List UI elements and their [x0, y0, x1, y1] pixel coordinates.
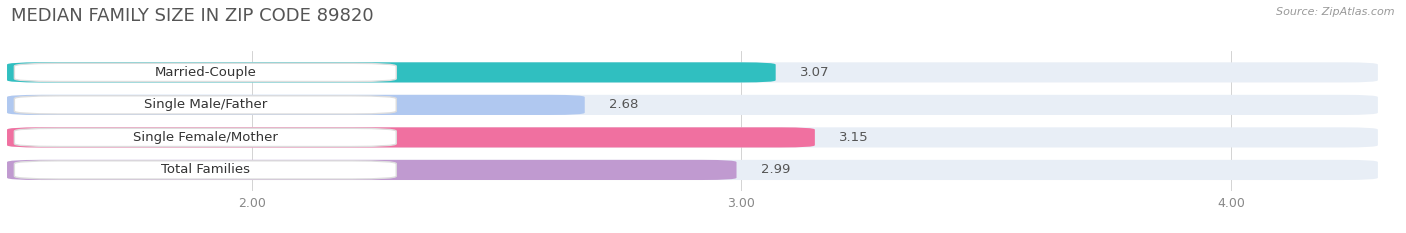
- Text: Single Male/Father: Single Male/Father: [143, 98, 267, 111]
- FancyBboxPatch shape: [7, 62, 776, 82]
- FancyBboxPatch shape: [7, 62, 1378, 82]
- FancyBboxPatch shape: [14, 96, 396, 114]
- FancyBboxPatch shape: [14, 161, 396, 179]
- FancyBboxPatch shape: [7, 127, 815, 147]
- Text: Single Female/Mother: Single Female/Mother: [134, 131, 278, 144]
- Text: Total Families: Total Families: [160, 163, 250, 176]
- FancyBboxPatch shape: [7, 160, 1378, 180]
- FancyBboxPatch shape: [7, 95, 585, 115]
- FancyBboxPatch shape: [7, 160, 737, 180]
- FancyBboxPatch shape: [7, 127, 1378, 147]
- Text: 3.07: 3.07: [800, 66, 830, 79]
- Text: 2.99: 2.99: [761, 163, 790, 176]
- Text: Married-Couple: Married-Couple: [155, 66, 256, 79]
- Text: 2.68: 2.68: [609, 98, 638, 111]
- Text: MEDIAN FAMILY SIZE IN ZIP CODE 89820: MEDIAN FAMILY SIZE IN ZIP CODE 89820: [11, 7, 374, 25]
- FancyBboxPatch shape: [14, 63, 396, 82]
- FancyBboxPatch shape: [7, 95, 1378, 115]
- Text: Source: ZipAtlas.com: Source: ZipAtlas.com: [1277, 7, 1395, 17]
- Text: 3.15: 3.15: [839, 131, 869, 144]
- FancyBboxPatch shape: [14, 128, 396, 147]
